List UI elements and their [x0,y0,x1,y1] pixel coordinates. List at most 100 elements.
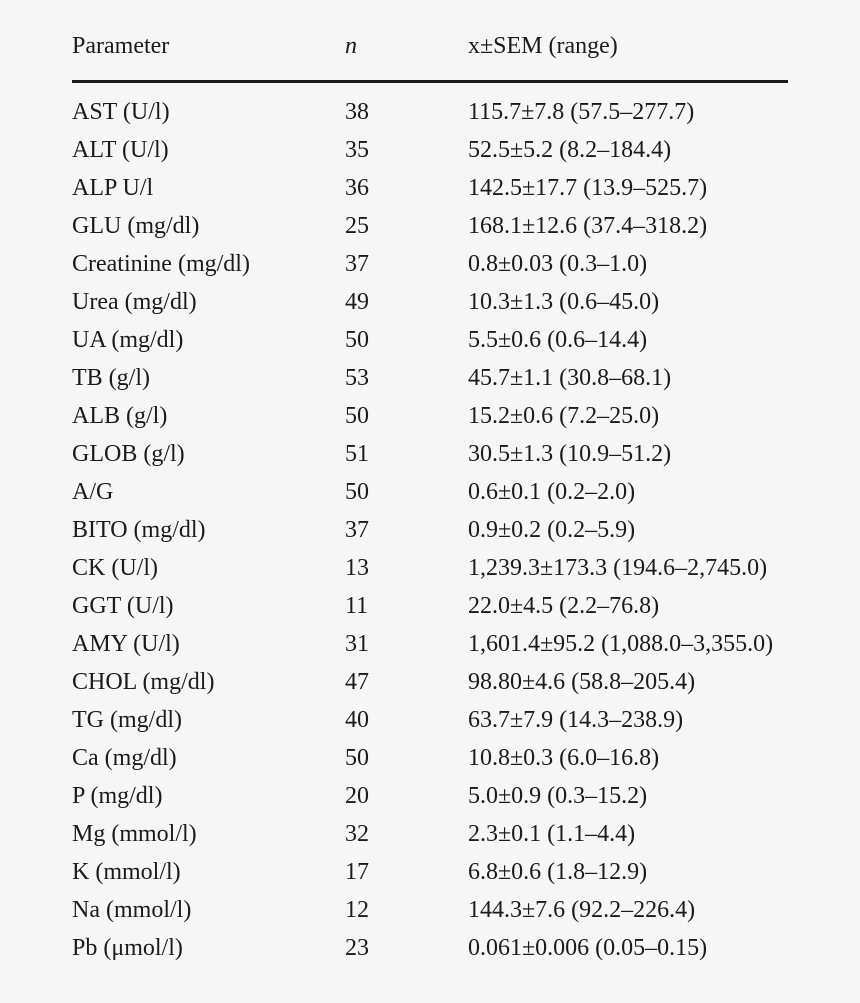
n-cell: 32 [345,821,369,847]
table-row: Pb (μmol/l) 23 0.061±0.006 (0.05–0.15) [72,929,788,967]
table-row: ALB (g/l) 50 15.2±0.6 (7.2–25.0) [72,397,788,435]
table-row: GLOB (g/l) 51 30.5±1.3 (10.9–51.2) [72,435,788,473]
table-row: ALT (U/l) 35 52.5±5.2 (8.2–184.4) [72,131,788,169]
table-row: GLU (mg/dl) 25 168.1±12.6 (37.4–318.2) [72,207,788,245]
parameter-cell: GGT (U/l) [72,593,174,619]
table-row: AMY (U/l) 31 1,601.4±95.2 (1,088.0–3,355… [72,625,788,663]
n-cell: 25 [345,213,369,239]
table-header: Parameter n x±SEM (range) [72,32,788,83]
n-cell: 50 [345,745,369,771]
value-cell: 0.8±0.03 (0.3–1.0) [468,251,648,277]
table-row: UA (mg/dl) 50 5.5±0.6 (0.6–14.4) [72,321,788,359]
table-row: Mg (mmol/l) 32 2.3±0.1 (1.1–4.4) [72,815,788,853]
parameter-cell: Urea (mg/dl) [72,289,197,315]
value-cell: 52.5±5.2 (8.2–184.4) [468,137,672,163]
n-cell: 13 [345,555,369,581]
parameter-cell: GLU (mg/dl) [72,213,200,239]
parameter-cell: TB (g/l) [72,365,150,391]
parameter-cell: A/G [72,479,114,505]
table-row: TG (mg/dl) 40 63.7±7.9 (14.3–238.9) [72,701,788,739]
n-cell: 23 [345,935,369,961]
column-header-value: x±SEM (range) [468,32,788,83]
table-row: P (mg/dl) 20 5.0±0.9 (0.3–15.2) [72,777,788,815]
parameter-cell: Ca (mg/dl) [72,745,177,771]
n-cell: 51 [345,441,369,467]
n-cell: 11 [345,593,369,619]
table-row: A/G 50 0.6±0.1 (0.2–2.0) [72,473,788,511]
n-cell: 37 [345,251,369,277]
parameters-table: Parameter n x±SEM (range) AST (U/l) 38 1… [72,32,788,967]
table-row: K (mmol/l) 17 6.8±0.6 (1.8–12.9) [72,853,788,891]
parameter-cell: ALP U/l [72,175,154,201]
table-row: CHOL (mg/dl) 47 98.80±4.6 (58.8–205.4) [72,663,788,701]
value-cell: 5.5±0.6 (0.6–14.4) [468,327,648,353]
table-row: AST (U/l) 38 115.7±7.8 (57.5–277.7) [72,82,788,132]
table-row: Ca (mg/dl) 50 10.8±0.3 (6.0–16.8) [72,739,788,777]
value-cell: 115.7±7.8 (57.5–277.7) [468,99,695,125]
n-cell: 31 [345,631,369,657]
value-cell: 22.0±4.5 (2.2–76.8) [468,593,660,619]
value-cell: 1,239.3±173.3 (194.6–2,745.0) [468,555,768,581]
value-cell: 63.7±7.9 (14.3–238.9) [468,707,684,733]
parameter-cell: ALB (g/l) [72,403,168,429]
table-row: Urea (mg/dl) 49 10.3±1.3 (0.6–45.0) [72,283,788,321]
value-cell: 2.3±0.1 (1.1–4.4) [468,821,636,847]
parameter-cell: Na (mmol/l) [72,897,192,923]
parameter-cell: Creatinine (mg/dl) [72,251,250,277]
value-cell: 98.80±4.6 (58.8–205.4) [468,669,696,695]
n-cell: 17 [345,859,369,885]
parameter-cell: Pb (μmol/l) [72,935,183,961]
table-body: AST (U/l) 38 115.7±7.8 (57.5–277.7) ALT … [72,82,788,968]
column-header-n: n [345,32,468,83]
n-cell: 50 [345,327,369,353]
n-cell: 20 [345,783,369,809]
parameter-cell: AMY (U/l) [72,631,180,657]
value-cell: 5.0±0.9 (0.3–15.2) [468,783,648,809]
value-cell: 6.8±0.6 (1.8–12.9) [468,859,648,885]
parameter-cell: Mg (mmol/l) [72,821,197,847]
header-row: Parameter n x±SEM (range) [72,32,788,83]
table-row: CK (U/l) 13 1,239.3±173.3 (194.6–2,745.0… [72,549,788,587]
n-cell: 38 [345,99,369,125]
value-cell: 10.3±1.3 (0.6–45.0) [468,289,660,315]
value-cell: 0.6±0.1 (0.2–2.0) [468,479,636,505]
parameter-cell: UA (mg/dl) [72,327,184,353]
parameter-cell: CK (U/l) [72,555,158,581]
parameter-cell: BITO (mg/dl) [72,517,206,543]
n-cell: 12 [345,897,369,923]
value-cell: 45.7±1.1 (30.8–68.1) [468,365,672,391]
parameter-cell: ALT (U/l) [72,137,169,163]
value-cell: 168.1±12.6 (37.4–318.2) [468,213,708,239]
table-row: GGT (U/l) 11 22.0±4.5 (2.2–76.8) [72,587,788,625]
table-row: BITO (mg/dl) 37 0.9±0.2 (0.2–5.9) [72,511,788,549]
parameter-cell: GLOB (g/l) [72,441,185,467]
parameter-cell: AST (U/l) [72,99,170,125]
value-cell: 144.3±7.6 (92.2–226.4) [468,897,696,923]
value-cell: 15.2±0.6 (7.2–25.0) [468,403,660,429]
table-row: Creatinine (mg/dl) 37 0.8±0.03 (0.3–1.0) [72,245,788,283]
value-cell: 0.9±0.2 (0.2–5.9) [468,517,636,543]
value-cell: 142.5±17.7 (13.9–525.7) [468,175,708,201]
n-cell: 50 [345,479,369,505]
parameter-cell: P (mg/dl) [72,783,163,809]
table-row: TB (g/l) 53 45.7±1.1 (30.8–68.1) [72,359,788,397]
n-cell: 49 [345,289,369,315]
n-cell: 40 [345,707,369,733]
n-cell: 47 [345,669,369,695]
n-cell: 53 [345,365,369,391]
value-cell: 30.5±1.3 (10.9–51.2) [468,441,672,467]
parameter-cell: CHOL (mg/dl) [72,669,215,695]
table-row: Na (mmol/l) 12 144.3±7.6 (92.2–226.4) [72,891,788,929]
n-cell: 36 [345,175,369,201]
value-cell: 0.061±0.006 (0.05–0.15) [468,935,708,961]
n-cell: 37 [345,517,369,543]
parameter-cell: TG (mg/dl) [72,707,182,733]
parameter-cell: K (mmol/l) [72,859,181,885]
value-cell: 10.8±0.3 (6.0–16.8) [468,745,660,771]
value-cell: 1,601.4±95.2 (1,088.0–3,355.0) [468,631,774,657]
column-header-parameter: Parameter [72,32,345,83]
table-row: ALP U/l 36 142.5±17.7 (13.9–525.7) [72,169,788,207]
n-cell: 50 [345,403,369,429]
n-cell: 35 [345,137,369,163]
